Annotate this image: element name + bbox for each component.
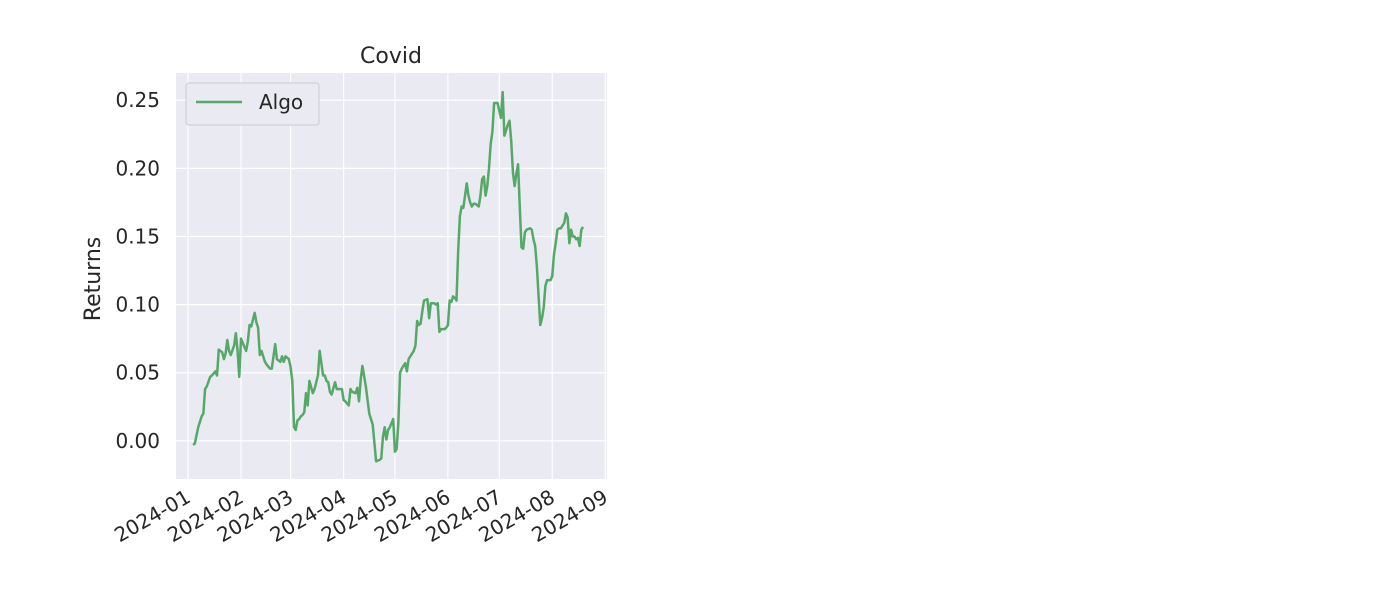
y-tick-label: 0.15 (115, 224, 160, 248)
y-tick-label: 0.20 (115, 156, 160, 180)
series-line-algo (192, 90, 585, 463)
x-axis-ticks: 2024-012024-022024-032024-042024-052024-… (110, 485, 612, 548)
chart-title: Covid (360, 44, 422, 69)
y-tick-label: 0.05 (115, 361, 160, 385)
y-tick-label: 0.10 (115, 293, 160, 317)
y-axis-ticks: 0.00 0.05 0.10 0.15 0.20 0.25 (115, 88, 160, 453)
legend-label-algo: Algo (259, 90, 303, 114)
legend-box (185, 82, 320, 126)
y-axis-label: Returns (81, 237, 106, 321)
series-layer (192, 90, 585, 463)
plot-background (176, 73, 607, 479)
legend: Algo (185, 82, 320, 126)
y-tick-label: 0.25 (115, 88, 160, 112)
y-tick-label: 0.00 (115, 429, 160, 453)
